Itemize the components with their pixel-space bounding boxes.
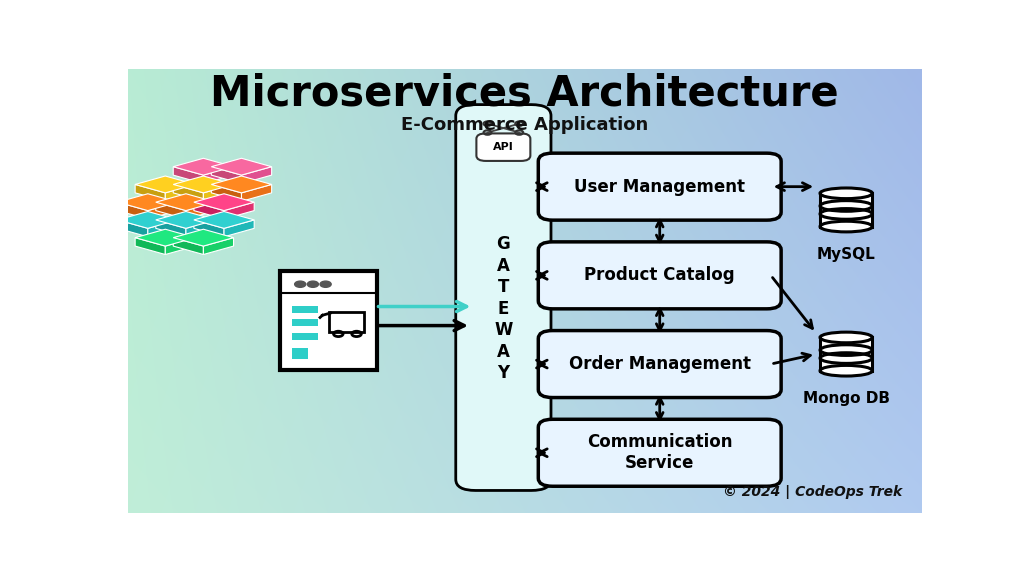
Polygon shape [224, 220, 254, 237]
Polygon shape [194, 194, 254, 211]
Text: Microservices Architecture: Microservices Architecture [211, 73, 839, 115]
Polygon shape [194, 220, 224, 237]
Polygon shape [173, 166, 204, 184]
Ellipse shape [820, 332, 872, 343]
Polygon shape [173, 229, 233, 246]
Text: User Management: User Management [574, 177, 745, 196]
Polygon shape [135, 184, 165, 201]
FancyBboxPatch shape [820, 194, 872, 226]
Circle shape [307, 281, 318, 287]
Polygon shape [173, 238, 204, 255]
Polygon shape [242, 184, 271, 201]
Polygon shape [186, 220, 216, 237]
FancyBboxPatch shape [292, 306, 317, 313]
Polygon shape [194, 211, 254, 228]
Polygon shape [211, 184, 242, 201]
FancyBboxPatch shape [292, 332, 317, 340]
FancyBboxPatch shape [539, 153, 781, 220]
Polygon shape [147, 202, 178, 219]
Polygon shape [224, 202, 254, 219]
Polygon shape [204, 184, 233, 201]
Polygon shape [118, 211, 178, 228]
FancyBboxPatch shape [539, 419, 781, 486]
Text: G
A
T
E
W
A
Y: G A T E W A Y [495, 235, 513, 382]
Polygon shape [173, 184, 204, 201]
Polygon shape [204, 238, 233, 255]
FancyBboxPatch shape [292, 319, 317, 327]
Polygon shape [204, 166, 233, 184]
Polygon shape [135, 238, 165, 255]
Text: MySQL: MySQL [817, 247, 876, 262]
Polygon shape [165, 238, 196, 255]
FancyBboxPatch shape [292, 348, 308, 359]
FancyBboxPatch shape [820, 338, 872, 371]
Polygon shape [156, 194, 216, 211]
Ellipse shape [820, 188, 872, 199]
FancyBboxPatch shape [476, 134, 530, 161]
FancyBboxPatch shape [456, 105, 551, 491]
Ellipse shape [820, 365, 872, 376]
Text: Product Catalog: Product Catalog [585, 266, 735, 285]
FancyBboxPatch shape [280, 271, 377, 370]
Circle shape [295, 281, 306, 287]
Text: API: API [493, 142, 514, 152]
Polygon shape [156, 211, 216, 228]
FancyBboxPatch shape [539, 242, 781, 309]
Polygon shape [156, 220, 186, 237]
Polygon shape [147, 220, 178, 237]
Polygon shape [211, 176, 271, 193]
Polygon shape [118, 194, 178, 211]
Polygon shape [118, 220, 147, 237]
Text: Communication
Service: Communication Service [587, 433, 732, 472]
Polygon shape [135, 229, 196, 246]
Polygon shape [211, 166, 242, 184]
FancyBboxPatch shape [539, 331, 781, 397]
Polygon shape [173, 176, 233, 193]
Circle shape [321, 281, 331, 287]
Text: © 2024 | CodeOps Trek: © 2024 | CodeOps Trek [723, 486, 902, 499]
Text: E-Commerce Application: E-Commerce Application [401, 116, 648, 134]
Text: Order Management: Order Management [568, 355, 751, 373]
Polygon shape [156, 202, 186, 219]
Polygon shape [211, 158, 271, 175]
Ellipse shape [820, 221, 872, 232]
Polygon shape [194, 202, 224, 219]
Polygon shape [186, 202, 216, 219]
Polygon shape [242, 166, 271, 184]
Polygon shape [165, 184, 196, 201]
Polygon shape [118, 202, 147, 219]
Polygon shape [173, 158, 233, 175]
Polygon shape [135, 176, 196, 193]
Text: Mongo DB: Mongo DB [803, 391, 890, 406]
